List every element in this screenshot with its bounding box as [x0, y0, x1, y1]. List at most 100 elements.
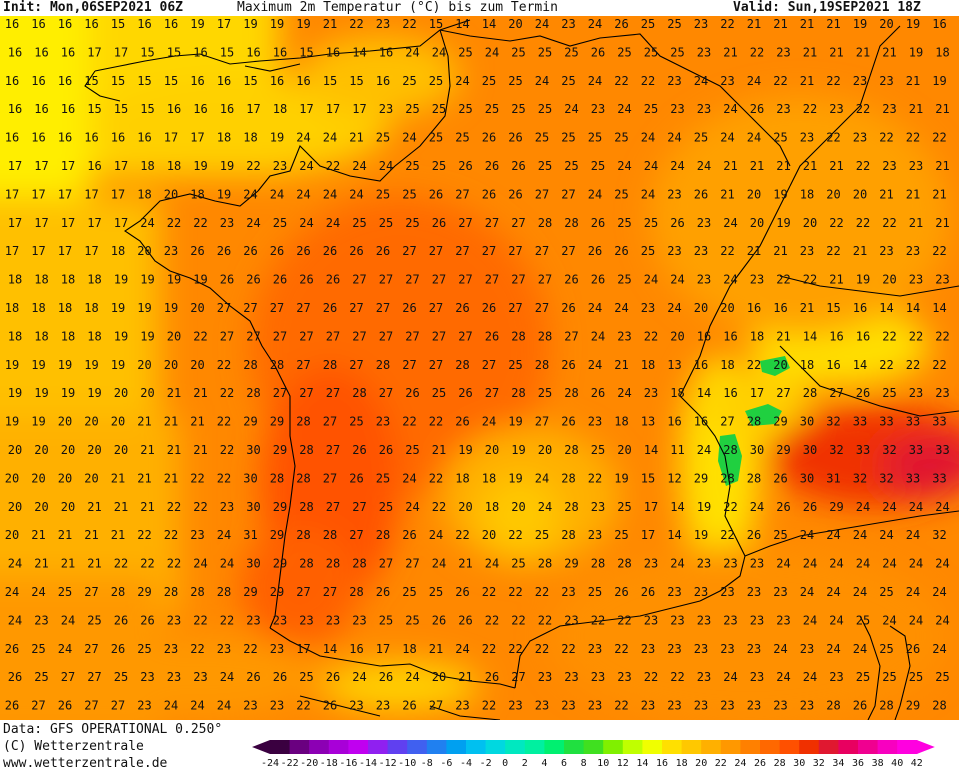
temperature-value: 23 — [667, 585, 681, 599]
temperature-value: 19 — [137, 301, 151, 315]
temperature-value: 33 — [879, 415, 893, 429]
temperature-value: 18 — [140, 159, 154, 173]
temperature-value: 27 — [561, 187, 575, 201]
temperature-value: 25 — [379, 613, 393, 627]
temperature-value: 22 — [535, 642, 549, 656]
temperature-value: 17 — [326, 102, 340, 116]
temperature-value: 24 — [932, 585, 946, 599]
temperature-value: 28 — [723, 443, 737, 457]
temperature-value: 26 — [455, 301, 469, 315]
temperature-value: 22 — [114, 557, 128, 571]
temperature-value: 18 — [217, 131, 231, 145]
temperature-value: 24 — [455, 642, 469, 656]
temperature-value: 20 — [190, 301, 204, 315]
temperature-value: 28 — [270, 358, 284, 372]
temperature-value: 24 — [747, 131, 761, 145]
coastlines-borders — [84, 19, 959, 720]
temperature-value: 25 — [538, 102, 552, 116]
temperature-value: 23 — [641, 301, 655, 315]
temperature-value: 27 — [352, 273, 366, 287]
temperature-value: 26 — [694, 187, 708, 201]
temperature-value: 25 — [379, 216, 393, 230]
temperature-value: 27 — [405, 329, 419, 343]
temperature-value: 27 — [349, 528, 363, 542]
temperature-value: 23 — [720, 699, 734, 713]
temperature-value: 14 — [932, 301, 946, 315]
legend-swatch — [368, 740, 389, 754]
temperature-value: 22 — [193, 613, 207, 627]
temperature-value: 21 — [906, 74, 920, 88]
temperature-value: 23 — [697, 557, 711, 571]
temperature-value: 26 — [458, 613, 472, 627]
temperature-value: 25 — [402, 74, 416, 88]
temperature-value: 27 — [326, 443, 340, 457]
temperature-value: 15 — [84, 74, 98, 88]
temperature-value: 25 — [614, 187, 628, 201]
legend-swatch — [328, 740, 349, 754]
temperature-value: 16 — [826, 358, 840, 372]
temperature-value: 27 — [485, 273, 499, 287]
temperature-value: 21 — [137, 415, 151, 429]
temperature-value: 22 — [193, 500, 207, 514]
temperature-value: 24 — [644, 273, 658, 287]
temperature-value: 27 — [405, 273, 419, 287]
temperature-value: 21 — [747, 244, 761, 258]
temperature-value: 21 — [323, 17, 337, 31]
temperature-value: 24 — [667, 131, 681, 145]
legend-tick-label: 16 — [656, 758, 668, 769]
temperature-value: 17 — [87, 216, 101, 230]
temperature-value: 27 — [296, 358, 310, 372]
temperature-value: 20 — [31, 471, 45, 485]
temperature-value: 22 — [508, 528, 522, 542]
temperature-value: 24 — [538, 500, 552, 514]
temperature-value: 19 — [140, 329, 154, 343]
temperature-value: 28 — [296, 528, 310, 542]
temperature-value: 21 — [826, 17, 840, 31]
temperature-value: 30 — [803, 443, 817, 457]
temperature-value: 22 — [164, 528, 178, 542]
temperature-value: 17 — [84, 244, 98, 258]
temperature-value: 26 — [243, 244, 257, 258]
temperature-value: 23 — [750, 557, 764, 571]
temperature-value: 25 — [31, 642, 45, 656]
temperature-value: 24 — [723, 216, 737, 230]
legend-swatch — [426, 740, 447, 754]
temperature-value: 22 — [402, 17, 416, 31]
temperature-value: 28 — [511, 329, 525, 343]
temperature-value: 16 — [723, 329, 737, 343]
temperature-value: 23 — [697, 273, 711, 287]
temperature-value: 23 — [376, 17, 390, 31]
legend-swatch — [897, 740, 918, 754]
temperature-value: 19 — [270, 131, 284, 145]
temperature-value: 24 — [803, 670, 817, 684]
temperature-value: 23 — [193, 670, 207, 684]
temperature-value: 27 — [379, 386, 393, 400]
temperature-value: 22 — [803, 102, 817, 116]
temperature-value: 22 — [882, 329, 896, 343]
temperature-value: 28 — [617, 557, 631, 571]
temperature-value: 22 — [641, 74, 655, 88]
temperature-value: 26 — [402, 699, 416, 713]
temperature-value: 23 — [670, 102, 684, 116]
temperature-value: 19 — [243, 17, 257, 31]
temperature-value: 23 — [882, 159, 896, 173]
temperature-value: 19 — [856, 273, 870, 287]
temperature-value: 23 — [326, 613, 340, 627]
temperature-value: 20 — [694, 301, 708, 315]
temperature-value: 26 — [508, 131, 522, 145]
temperature-value: 27 — [326, 500, 340, 514]
temperature-value: 27 — [535, 187, 549, 201]
temperature-value: 27 — [273, 386, 287, 400]
data-source-label: Data: GFS OPERATIONAL 0.250° — [3, 722, 223, 737]
temperature-value: 28 — [879, 699, 893, 713]
temperature-value: 28 — [296, 471, 310, 485]
temperature-value: 20 — [508, 17, 522, 31]
temperature-value: 27 — [535, 244, 549, 258]
temperature-value: 19 — [773, 187, 787, 201]
temperature-value: 23 — [723, 613, 737, 627]
temperature-value: 28 — [932, 699, 946, 713]
temperature-value: 16 — [326, 45, 340, 59]
temperature-value: 27 — [458, 273, 472, 287]
temperature-value: 31 — [243, 528, 257, 542]
temperature-value: 20 — [190, 358, 204, 372]
